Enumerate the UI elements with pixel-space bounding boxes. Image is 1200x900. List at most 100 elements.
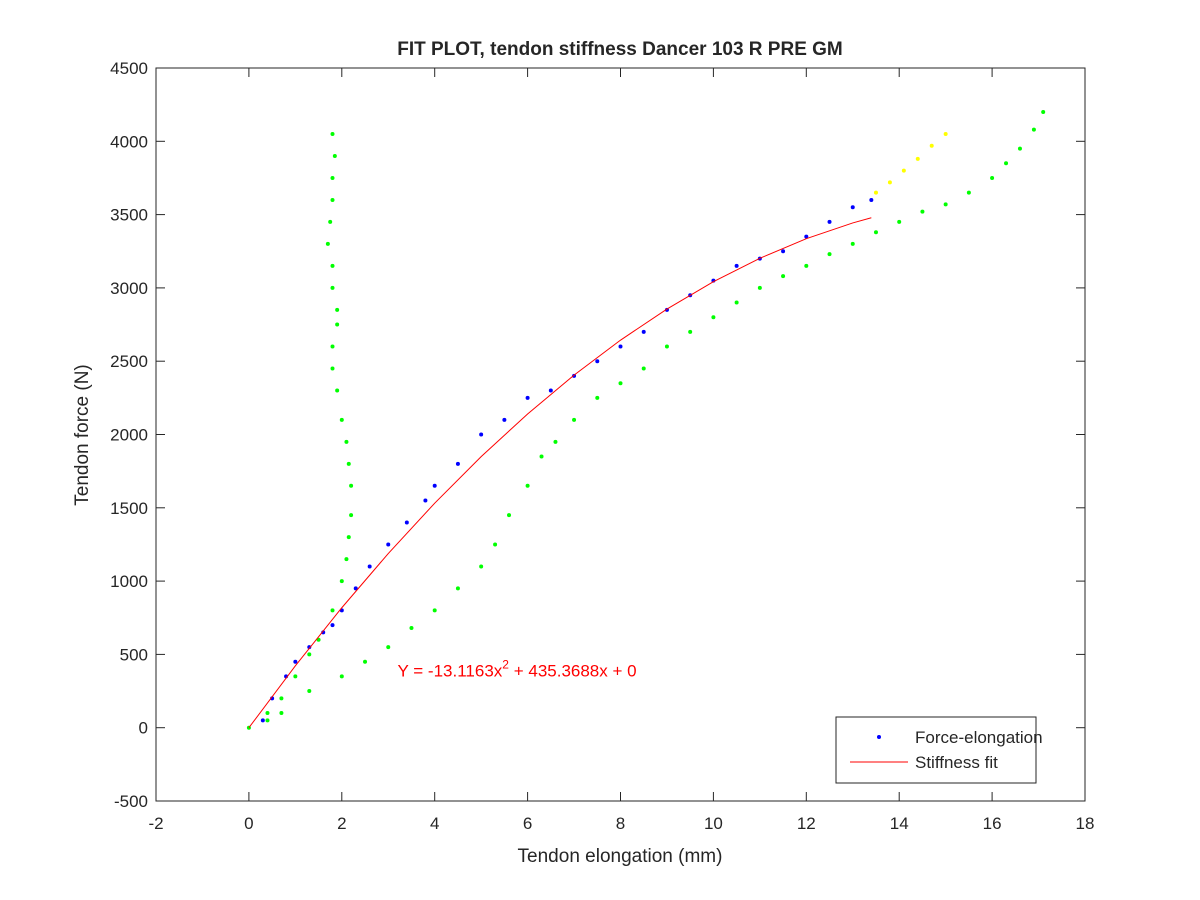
data-point [409,626,414,631]
y-tick-label: 1000 [110,572,148,591]
legend-label: Force-elongation [915,728,1043,747]
data-point [850,205,855,210]
data-point [1031,127,1036,132]
chart-title: FIT PLOT, tendon stiffness Dancer 103 R … [397,39,843,60]
data-point [330,175,335,180]
data-point [339,674,344,679]
data-point [386,542,391,547]
data-point [260,718,265,723]
y-tick-label: 500 [120,645,148,664]
data-point [432,483,437,488]
annotation-part: 2 [502,657,509,671]
data-point [479,564,484,569]
data-point [346,535,351,540]
data-point [493,542,498,547]
data-point [781,274,786,279]
data-point [827,219,832,224]
x-tick-label: 12 [797,814,816,833]
data-point [339,417,344,422]
data-point [455,461,460,466]
x-tick-label: 6 [523,814,532,833]
data-point [432,608,437,613]
y-tick-label: 1500 [110,499,148,518]
fit-line [248,217,872,729]
y-tick-label: 3500 [110,206,148,225]
data-point [339,579,344,584]
y-tick-label: 0 [139,719,148,738]
data-point [804,234,809,239]
data-point [664,344,669,349]
data-point [265,711,270,716]
data-point [572,417,577,422]
data-point [1017,146,1022,151]
data-point [641,329,646,334]
data-point [641,366,646,371]
data-point [943,131,948,136]
data-point [873,230,878,235]
data-point [404,520,409,525]
data-point [595,395,600,400]
data-point [502,417,507,422]
data-point [873,190,878,195]
data-point [479,432,484,437]
data-point [293,674,298,679]
data-point [595,359,600,364]
data-point [827,252,832,257]
x-tick-label: 8 [616,814,625,833]
data-point [321,630,326,635]
data-point [553,439,558,444]
data-point [346,461,351,466]
data-point [990,175,995,180]
data-point [335,388,340,393]
data-point [279,711,284,716]
y-tick-label: 2000 [110,426,148,445]
legend-marker [877,735,881,739]
data-point [929,143,934,148]
data-point [618,381,623,386]
data-point [293,659,298,664]
x-tick-label: 14 [890,814,909,833]
data-point [804,263,809,268]
data-point [915,156,920,161]
data-point [367,564,372,569]
data-point [330,608,335,613]
data-point [335,322,340,327]
data-point [869,197,874,202]
data-point [330,131,335,136]
data-point [618,344,623,349]
x-tick-label: 18 [1076,814,1095,833]
data-point [344,439,349,444]
data-point [328,219,333,224]
data-point [353,586,358,591]
y-tick-label: 4000 [110,132,148,151]
data-point [332,153,337,158]
data-point [330,344,335,349]
data-point [525,395,530,400]
data-point [455,586,460,591]
data-point [548,388,553,393]
data-point [943,202,948,207]
data-point [897,219,902,224]
data-point [344,557,349,562]
data-point [330,285,335,290]
y-axis-label: Tendon force (N) [72,364,93,506]
x-tick-label: 4 [430,814,439,833]
data-point [349,483,354,488]
y-tick-label: 2500 [110,352,148,371]
data-point [734,263,739,268]
data-point [757,285,762,290]
data-point [781,249,786,254]
annotation: Y = -13.1163x2 + 435.3688x + 0 [398,657,637,680]
data-point [688,329,693,334]
data-point [386,645,391,650]
data-point [307,652,312,657]
data-point [307,645,312,650]
x-tick-label: 0 [244,814,253,833]
data-point [330,623,335,628]
x-tick-label: -2 [148,814,163,833]
data-point [507,513,512,518]
data-point [423,498,428,503]
data-point [325,241,330,246]
data-point [330,366,335,371]
